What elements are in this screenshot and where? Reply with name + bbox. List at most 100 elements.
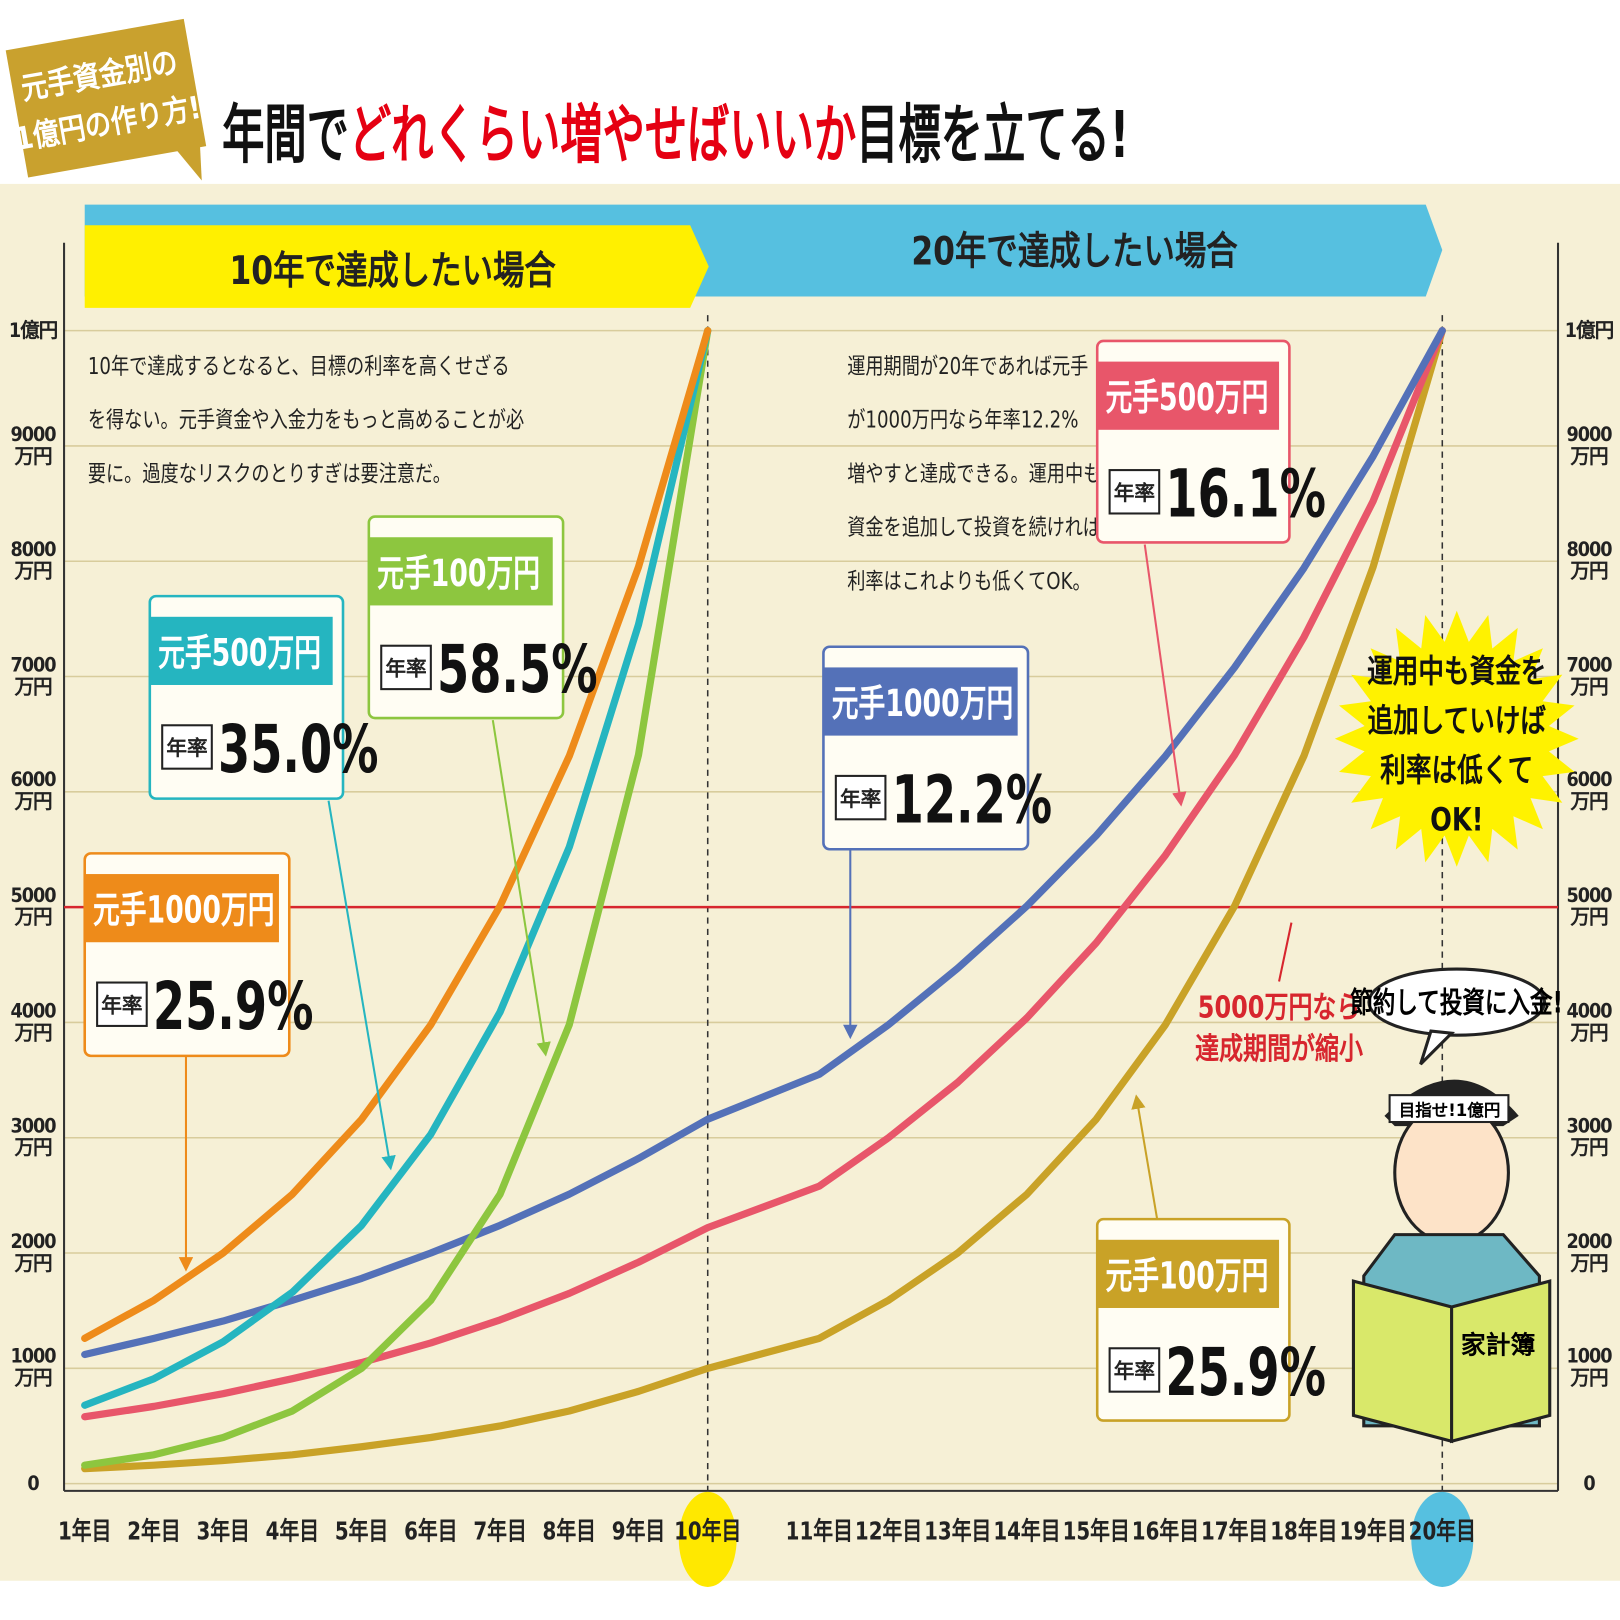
note: が1000万円なら年率12.2% — [847, 407, 1078, 434]
x-tick-label: 7年目 — [473, 1516, 526, 1546]
x-tick-label: 19年目 — [1339, 1516, 1406, 1546]
y-tick-label: 8000万円 — [1566, 538, 1612, 583]
callout-text: 利率は低くて — [1380, 751, 1533, 789]
note: 運用期間が20年であれば元手 — [847, 353, 1088, 380]
series-line — [81, 326, 1446, 1359]
x-tick-label: 8年目 — [543, 1516, 596, 1546]
series-line — [81, 326, 1446, 1421]
legend-label: 元手100万円 — [1105, 1254, 1268, 1298]
y-tick-label: 0 — [1583, 1471, 1595, 1495]
pointer — [1143, 544, 1187, 807]
face — [1393, 1100, 1510, 1245]
x-tick-label: 20年目 — [1409, 1516, 1476, 1546]
y-tick-label: 9000万円 — [1566, 423, 1612, 468]
series-line — [81, 326, 712, 1409]
starburst — [1334, 610, 1579, 867]
x-highlight — [1411, 1491, 1474, 1587]
rate-caption: 年率 — [166, 736, 208, 760]
rate-caption: 年率 — [101, 994, 143, 1018]
note: 10年で達成するとなると、目標の利率を高くせざる — [88, 353, 510, 380]
note: を得ない。元手資金や入金力をもっと高めることが必 — [88, 407, 524, 434]
x-tick-label: 1年目 — [58, 1516, 111, 1546]
x-tick-label: 12年目 — [855, 1516, 922, 1546]
y-tick-label-box: 5000万円 — [1566, 884, 1612, 929]
callout-text: 運用中も資金を — [1367, 652, 1546, 690]
y-tick-label: 7000万円 — [10, 653, 57, 699]
y-tick-label: 2000万円 — [1566, 1230, 1612, 1275]
x-tick-label: 11年目 — [786, 1516, 853, 1546]
x-tick-label: 10年目 — [674, 1516, 741, 1546]
y-tick-label-box: 0 — [1583, 1471, 1595, 1495]
title-highlight: どれくらい増やせばいいか — [349, 98, 856, 172]
x-tick-label: 15年目 — [1063, 1516, 1130, 1546]
rate-caption-box — [1108, 469, 1161, 515]
badge: 元手資金別の 1億円の作り方! — [5, 18, 207, 181]
callout-text: OK! — [1430, 801, 1483, 839]
y-tick-label-box: 6000万円 — [11, 770, 57, 813]
title-part: 目標を立てる! — [856, 98, 1129, 172]
rate-caption: 年率 — [1114, 1359, 1156, 1383]
y-tick-label: 0 — [27, 1471, 39, 1495]
rate-caption: 年率 — [840, 787, 882, 811]
y-tick-label: 3000万円 — [1566, 1114, 1612, 1160]
y-tick-label-box: 1000万円 — [10, 1345, 57, 1391]
book-text: 家計簿 — [1461, 1330, 1535, 1359]
y-tick-label-box: 8000万円 — [11, 539, 57, 582]
x-tick-label: 16年目 — [1132, 1516, 1199, 1546]
pointer — [491, 719, 551, 1057]
y-tick-label-box: 1億円 — [1565, 319, 1614, 341]
legend-label: 元手500万円 — [1105, 376, 1268, 420]
pointer — [1278, 922, 1293, 982]
x-tick-label: 9年目 — [612, 1516, 665, 1546]
plot: 0 0 1000万円 1000万円 2000万円 2000万円 3000万円 3000万円 40… — [9, 242, 1614, 1587]
headband-text: 目指せ!1億円 — [1399, 1100, 1501, 1120]
note: 増やすと達成できる。運用中も — [847, 460, 1101, 487]
rate-label: 25.9% — [153, 969, 314, 1045]
legend-label: 元手1000万円 — [832, 682, 1014, 726]
rate-caption-box — [834, 774, 887, 821]
rate-caption-box — [1108, 1347, 1161, 1393]
x-tick-label: 18年目 — [1270, 1516, 1337, 1546]
y-tick-label: 1000万円 — [10, 1345, 57, 1391]
rate-label: 12.2% — [892, 762, 1053, 838]
x-tick-label: 5年目 — [335, 1516, 388, 1546]
section-arrow-10 — [84, 225, 709, 308]
x-tick-label: 4年目 — [266, 1516, 319, 1546]
rate-caption: 年率 — [1114, 481, 1156, 505]
note: 要に。過度なリスクのとりすぎは要注意だ。 — [88, 460, 451, 487]
rate-caption: 年率 — [385, 657, 427, 681]
rate-caption-box — [161, 724, 213, 770]
y-tick-label-box: 5000万円 — [11, 885, 57, 928]
title: 年間でどれくらい増やせばいいか目標を立てる! — [222, 98, 1129, 172]
note: 利率はこれよりも低くてOK。 — [847, 568, 1090, 595]
y-tick-label-box: 1億円 — [9, 319, 58, 341]
x-tick-label: 3年目 — [196, 1516, 249, 1546]
y-tick-label-box: 3000万円 — [1566, 1114, 1612, 1160]
y-tick-label-box: 6000万円 — [1566, 770, 1612, 813]
illustration: 節約して投資に入金! 目指せ!1億円 家計簿 — [1350, 967, 1563, 1444]
y-tick-label-box: 3000万円 — [11, 1115, 57, 1158]
reference-label: 達成期間が縮小 — [1195, 1031, 1364, 1066]
y-tick-label: 5000万円 — [1566, 884, 1612, 929]
series-line — [81, 326, 712, 1342]
rate-label: 16.1% — [1165, 456, 1326, 532]
title-part: 年間で — [222, 98, 349, 172]
rate-label: 58.5% — [437, 632, 598, 708]
y-tick-label-box: 9000万円 — [10, 423, 57, 468]
series-line — [81, 326, 712, 1469]
x-tick-label: 13年目 — [924, 1516, 991, 1546]
callout-text: 追加していけば — [1367, 702, 1546, 740]
y-tick-label-box: 7000万円 — [1566, 654, 1612, 697]
x-tick-label: 17年目 — [1201, 1516, 1268, 1546]
x-highlight — [678, 1491, 737, 1587]
x-tick-label: 6年目 — [404, 1516, 457, 1546]
reference-label: 5000万円なら — [1198, 991, 1361, 1025]
y-tick-label-box: 4000万円 — [1566, 1000, 1612, 1043]
rate-label: 25.9% — [1165, 1335, 1326, 1411]
y-tick-label: 9000万円 — [10, 423, 57, 468]
badge-box — [5, 18, 207, 178]
badge-tail — [175, 138, 202, 181]
x-tick-label: 2年目 — [127, 1516, 180, 1546]
